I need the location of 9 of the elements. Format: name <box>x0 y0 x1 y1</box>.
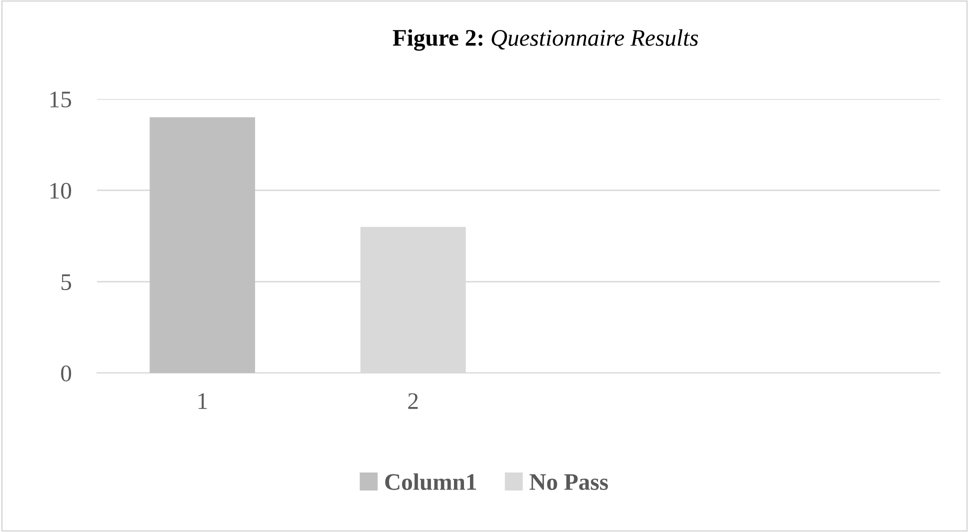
x-tick-label: 1 <box>198 393 207 409</box>
y-tick-label: 0 <box>61 365 72 382</box>
chart-title: Figure 2: Questionnaire Results <box>392 29 698 51</box>
y-tick-label: 5 <box>62 274 72 290</box>
legend-label: Column1 <box>385 473 476 490</box>
legend-label: No Pass <box>530 474 608 490</box>
y-tick-label: 15 <box>50 92 72 108</box>
x-tick-label: 2 <box>408 393 418 409</box>
y-tick-label: 10 <box>50 182 72 199</box>
